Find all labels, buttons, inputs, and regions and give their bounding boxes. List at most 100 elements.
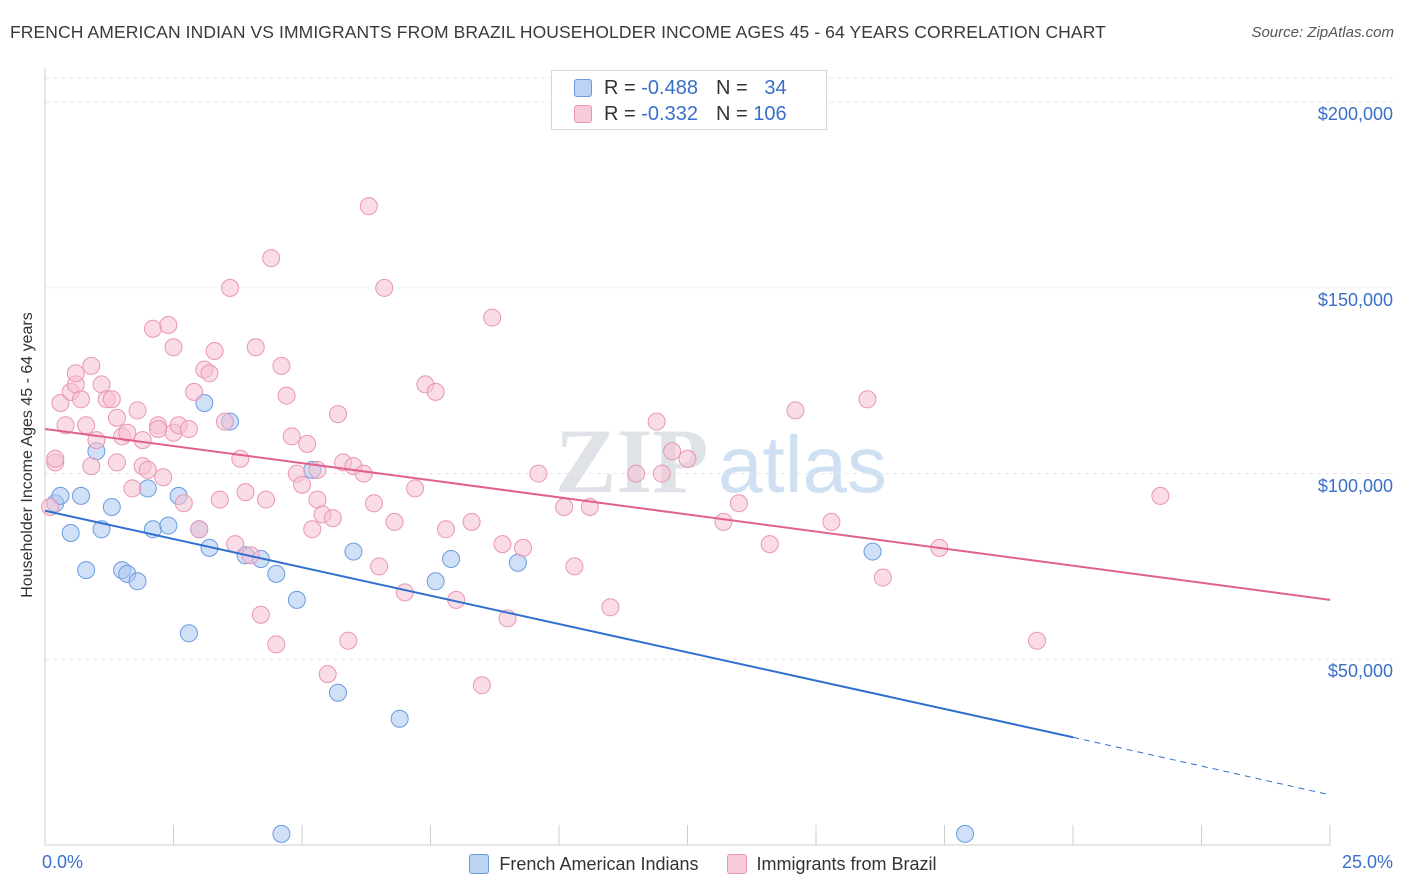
point-french-american-indians xyxy=(442,550,461,568)
point-immigrants-from-brazil xyxy=(46,449,65,468)
point-immigrants-from-brazil xyxy=(472,676,491,695)
point-immigrants-from-brazil xyxy=(514,538,533,557)
point-immigrants-from-brazil xyxy=(143,319,162,338)
legend-n-label: N = xyxy=(715,102,754,125)
point-french-american-indians xyxy=(390,709,409,728)
point-immigrants-from-brazil xyxy=(185,382,204,401)
point-immigrants-from-brazil xyxy=(529,464,548,483)
legend-n-value-french: 34 xyxy=(764,76,787,99)
point-immigrants-from-brazil xyxy=(107,453,126,472)
point-immigrants-from-brazil xyxy=(77,416,96,435)
point-immigrants-from-brazil xyxy=(215,412,234,431)
point-immigrants-from-brazil xyxy=(385,512,404,531)
legend-r-label: R = xyxy=(604,102,642,125)
point-immigrants-from-brazil xyxy=(647,412,666,431)
point-immigrants-from-brazil xyxy=(436,520,455,539)
trendline-immigrants-from-brazil xyxy=(44,428,1331,601)
y-tick-label: $100,000 xyxy=(1317,475,1393,496)
point-french-american-indians xyxy=(102,498,121,516)
legend-row-brazil: R = -0.332 N = 106 xyxy=(574,103,787,125)
point-immigrants-from-brazil xyxy=(565,557,584,576)
correlation-legend: R = -0.488 N = 34 R = -0.332 N = 106 xyxy=(551,70,827,130)
point-immigrants-from-brazil xyxy=(200,364,219,383)
point-immigrants-from-brazil xyxy=(102,390,121,409)
point-immigrants-from-brazil xyxy=(154,468,173,487)
point-immigrants-from-brazil xyxy=(138,460,157,479)
point-immigrants-from-brazil xyxy=(118,423,137,442)
point-immigrants-from-brazil xyxy=(277,386,296,405)
legend-row-french: R = -0.488 N = 34 xyxy=(574,77,787,99)
point-immigrants-from-brazil xyxy=(822,512,841,531)
point-immigrants-from-brazil xyxy=(786,401,805,420)
point-immigrants-from-brazil xyxy=(395,583,414,602)
point-immigrants-from-brazil xyxy=(1028,631,1047,650)
point-immigrants-from-brazil xyxy=(627,464,646,483)
trendline-french-american-indians xyxy=(44,509,1074,739)
point-french-american-indians xyxy=(179,624,198,643)
point-french-american-indians xyxy=(863,542,882,561)
point-immigrants-from-brazil xyxy=(149,420,168,438)
point-immigrants-from-brazil xyxy=(179,420,198,438)
point-immigrants-from-brazil xyxy=(123,479,142,498)
point-french-american-indians xyxy=(77,561,96,580)
point-immigrants-from-brazil xyxy=(663,442,682,461)
y-tick-label: $200,000 xyxy=(1317,104,1393,125)
point-immigrants-from-brazil xyxy=(51,394,70,412)
point-immigrants-from-brazil xyxy=(493,535,512,554)
point-immigrants-from-brazil xyxy=(652,464,671,483)
point-immigrants-from-brazil xyxy=(267,635,286,654)
point-immigrants-from-brazil xyxy=(1151,486,1170,505)
point-french-american-indians xyxy=(51,486,70,505)
point-immigrants-from-brazil xyxy=(426,382,445,401)
point-immigrants-from-brazil xyxy=(375,278,394,297)
point-immigrants-from-brazil xyxy=(66,364,85,383)
point-immigrants-from-brazil xyxy=(293,475,311,494)
legend-n-label: N = xyxy=(715,76,765,99)
point-immigrants-from-brazil xyxy=(370,557,389,576)
chart-title: FRENCH AMERICAN INDIAN VS IMMIGRANTS FRO… xyxy=(10,22,1106,42)
x-tick-label: 25.0% xyxy=(1341,852,1393,872)
point-immigrants-from-brazil xyxy=(272,356,291,375)
legend-swatch-french-bottom xyxy=(469,854,490,874)
point-french-american-indians xyxy=(61,524,80,542)
point-immigrants-from-brazil xyxy=(262,249,281,268)
point-immigrants-from-brazil xyxy=(354,464,373,483)
point-immigrants-from-brazil xyxy=(303,520,322,539)
trend-layer xyxy=(44,428,1331,796)
point-immigrants-from-brazil xyxy=(251,605,270,624)
point-immigrants-from-brazil xyxy=(210,490,229,509)
watermark: ZIP atlas xyxy=(555,410,887,512)
point-french-american-indians xyxy=(426,572,445,591)
point-immigrants-from-brazil xyxy=(246,338,265,357)
point-french-american-indians xyxy=(159,516,178,535)
point-immigrants-from-brazil xyxy=(406,479,425,498)
legend-swatch-brazil xyxy=(574,105,592,123)
legend-item-french[interactable]: French American Indians xyxy=(469,854,699,875)
point-immigrants-from-brazil xyxy=(323,509,342,528)
point-immigrants-from-brazil xyxy=(678,449,697,468)
y-tick-label: $150,000 xyxy=(1317,289,1393,310)
point-immigrants-from-brazil xyxy=(601,598,620,617)
legend-item-brazil[interactable]: Immigrants from Brazil xyxy=(726,854,937,875)
point-immigrants-from-brazil xyxy=(82,457,101,476)
point-immigrants-from-brazil xyxy=(174,494,193,513)
legend-swatch-french xyxy=(574,79,592,97)
points-layer xyxy=(41,197,1170,843)
point-french-american-indians xyxy=(71,486,90,505)
point-immigrants-from-brazil xyxy=(190,520,209,539)
point-immigrants-from-brazil xyxy=(164,338,183,357)
point-immigrants-from-brazil xyxy=(318,665,337,684)
point-immigrants-from-brazil xyxy=(71,390,90,409)
point-immigrants-from-brazil xyxy=(82,356,101,375)
point-french-american-indians xyxy=(195,394,214,412)
point-immigrants-from-brazil xyxy=(298,434,317,453)
point-immigrants-from-brazil xyxy=(128,401,147,420)
point-immigrants-from-brazil xyxy=(359,197,378,216)
x-tick-label: 0.0% xyxy=(42,852,84,872)
point-immigrants-from-brazil xyxy=(858,390,877,409)
point-immigrants-from-brazil xyxy=(364,494,383,513)
point-immigrants-from-brazil xyxy=(221,278,240,297)
point-immigrants-from-brazil xyxy=(236,483,255,502)
point-immigrants-from-brazil xyxy=(205,342,224,360)
